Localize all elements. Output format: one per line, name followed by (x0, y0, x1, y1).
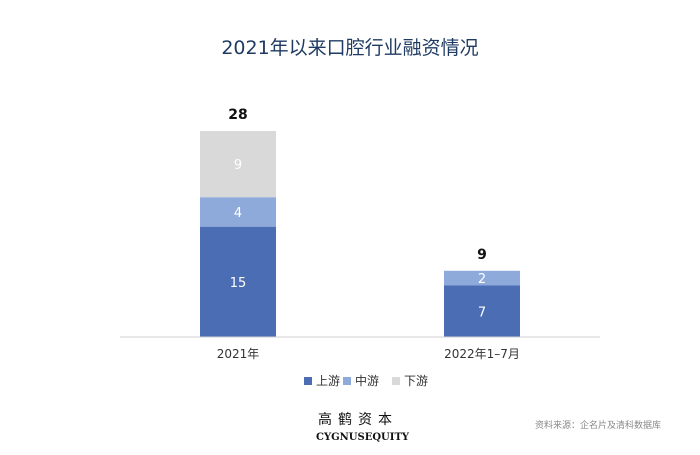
bar-segment-3-cat-1 (200, 131, 276, 198)
bar-segment-2-cat-1 (200, 197, 276, 227)
data-label-2-cat-2: 2 (478, 272, 486, 287)
legend-label-2: 中游 (355, 373, 379, 388)
x-ticks-group: 2021年 2022年1–7月 (217, 347, 520, 361)
chart-title: 2021年以来口腔行业融资情况 (221, 37, 478, 59)
total-label-cat-1: 28 (228, 107, 247, 123)
legend: 上游 中游 下游 (304, 373, 428, 388)
logo-english: CYGNUSEQUITY (316, 432, 410, 443)
logo-chinese: 高鹤资本 (318, 411, 398, 428)
logo: 高鹤资本 CYGNUSEQUITY (316, 411, 410, 443)
data-label-2-cat-1: 4 (234, 206, 242, 221)
data-label-3-cat-1: 9 (234, 158, 242, 173)
legend-label-3: 下游 (404, 374, 428, 388)
data-label-1-cat-1: 15 (230, 276, 247, 291)
bar-segment-1-cat-1 (200, 226, 276, 337)
x-tick-label-2: 2022年1–7月 (444, 347, 520, 361)
legend-swatch-1 (304, 377, 312, 385)
bar-segment-1-cat-2 (444, 285, 520, 337)
source-note: 资料来源：企名片及清科数据库 (535, 419, 661, 431)
legend-swatch-3 (392, 377, 400, 385)
total-label-cat-2: 9 (477, 247, 487, 263)
x-tick-label-1: 2021年 (217, 347, 260, 361)
data-label-1-cat-2: 7 (478, 305, 486, 320)
legend-swatch-2 (343, 377, 351, 385)
legend-label-1: 上游 (316, 374, 340, 388)
bar-segment-2-cat-2 (444, 270, 520, 286)
